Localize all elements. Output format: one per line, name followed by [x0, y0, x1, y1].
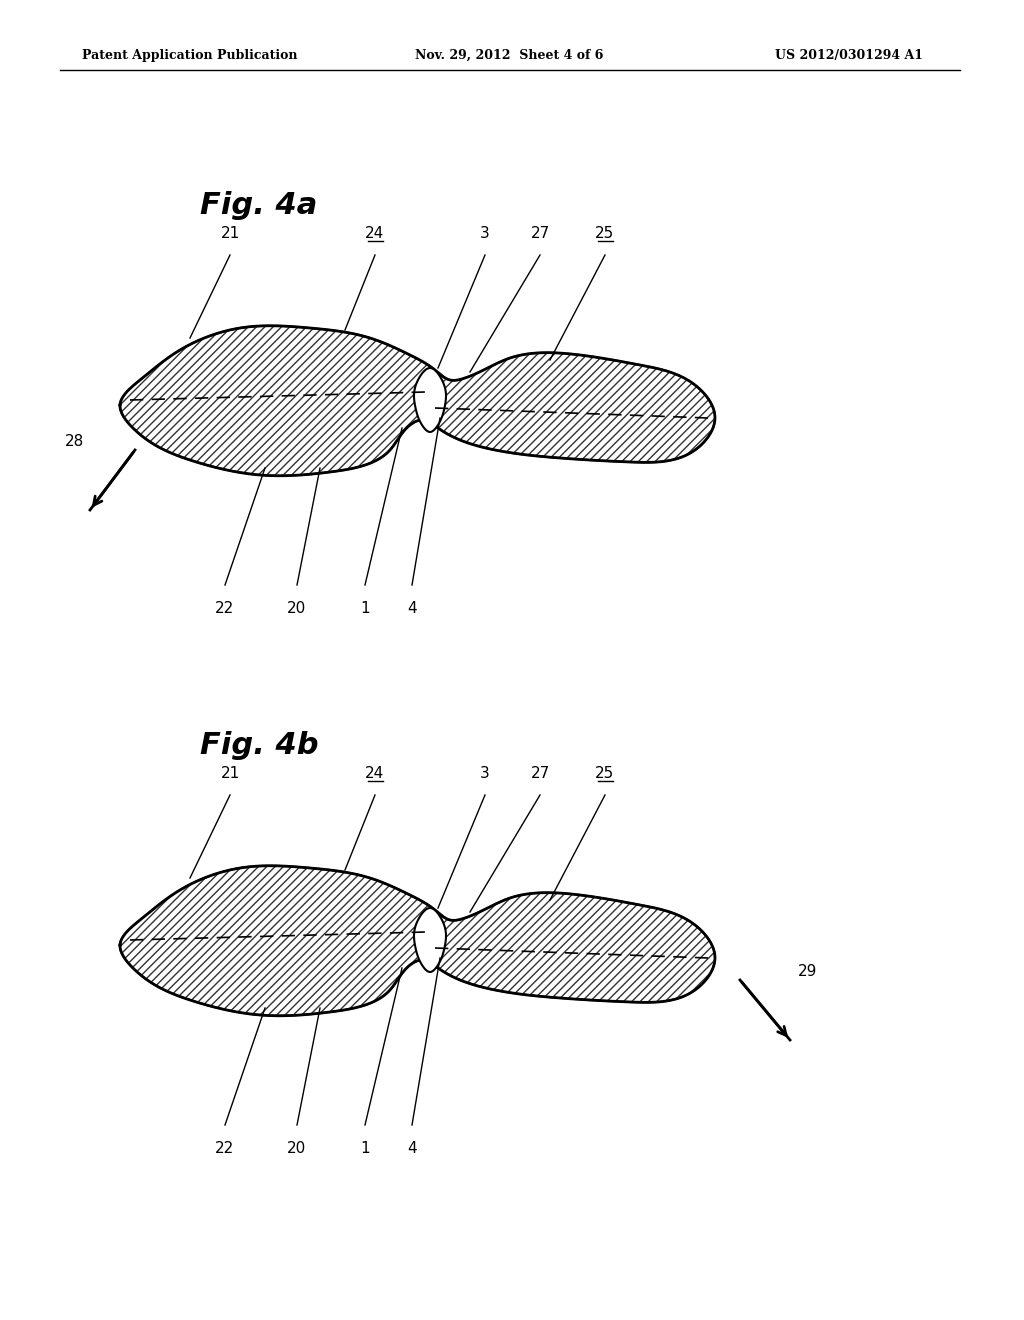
Polygon shape [120, 326, 715, 475]
Text: 4: 4 [408, 601, 417, 616]
Text: 3: 3 [480, 766, 489, 781]
Text: 27: 27 [530, 226, 550, 242]
Text: 25: 25 [595, 226, 614, 242]
Text: 20: 20 [288, 601, 306, 616]
Text: US 2012/0301294 A1: US 2012/0301294 A1 [775, 49, 923, 62]
Text: Fig. 4a: Fig. 4a [200, 190, 317, 219]
Text: 4: 4 [408, 1140, 417, 1156]
Text: 22: 22 [215, 601, 234, 616]
Text: 25: 25 [595, 766, 614, 781]
Text: Nov. 29, 2012  Sheet 4 of 6: Nov. 29, 2012 Sheet 4 of 6 [415, 49, 603, 62]
Text: 29: 29 [799, 965, 818, 979]
Text: 22: 22 [215, 1140, 234, 1156]
Polygon shape [120, 866, 715, 1016]
Text: 28: 28 [66, 434, 85, 450]
Polygon shape [414, 908, 446, 972]
Text: 1: 1 [360, 601, 370, 616]
Text: 24: 24 [366, 226, 385, 242]
Text: 27: 27 [530, 766, 550, 781]
Text: 1: 1 [360, 1140, 370, 1156]
Polygon shape [120, 866, 715, 1016]
Text: Patent Application Publication: Patent Application Publication [82, 49, 298, 62]
Text: 21: 21 [220, 226, 240, 242]
Text: 24: 24 [366, 766, 385, 781]
Polygon shape [414, 368, 446, 432]
Text: 20: 20 [288, 1140, 306, 1156]
Polygon shape [120, 326, 715, 475]
Text: 21: 21 [220, 766, 240, 781]
Text: Fig. 4b: Fig. 4b [200, 730, 318, 759]
Text: 3: 3 [480, 226, 489, 242]
